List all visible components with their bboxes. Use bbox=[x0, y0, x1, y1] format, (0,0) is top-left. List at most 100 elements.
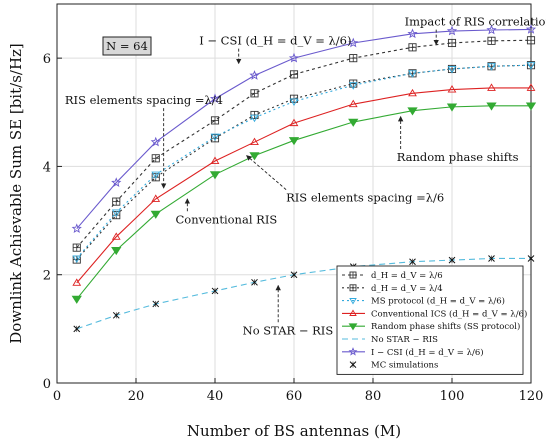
series-2 bbox=[72, 62, 536, 263]
series-3 bbox=[72, 83, 536, 286]
data-point bbox=[209, 171, 221, 180]
legend-label: MS protocol (d_H = d_V = λ/6) bbox=[371, 296, 505, 307]
data-point bbox=[525, 24, 537, 34]
data-point bbox=[111, 209, 121, 217]
data-point bbox=[407, 28, 418, 39]
legend-item-0: d_H = d_V = λ/6 bbox=[342, 271, 443, 281]
series-4 bbox=[71, 102, 537, 304]
data-point bbox=[526, 62, 536, 70]
tick-labels: 0 20 40 60 80 100 120 0 2 4 6 bbox=[43, 52, 544, 404]
data-point bbox=[348, 37, 359, 48]
series-6 bbox=[71, 24, 537, 234]
data-point bbox=[348, 82, 358, 90]
legend-item-1: d_H = d_V = λ/4 bbox=[342, 284, 443, 294]
legend-item-6: I − CSI (d_H = d_V = λ/6) bbox=[342, 347, 484, 358]
legend-box bbox=[336, 265, 524, 375]
annotation-0: I − CSI (d_H = d_V = λ/6) bbox=[199, 34, 351, 48]
data-point bbox=[526, 83, 536, 91]
x-axis-label: Number of BS antennas (M) bbox=[187, 422, 401, 440]
annotation-5: Conventional RIS bbox=[176, 212, 278, 226]
data-point bbox=[349, 298, 357, 305]
data-point bbox=[408, 88, 417, 97]
series-line bbox=[76, 64, 532, 260]
legend-item-7: MC simulations bbox=[349, 361, 438, 371]
plot-frame bbox=[56, 3, 532, 384]
series-layer bbox=[71, 24, 537, 333]
data-point bbox=[249, 70, 260, 80]
data-point bbox=[111, 247, 122, 256]
annotation-arrow bbox=[246, 155, 287, 190]
data-point bbox=[150, 136, 161, 147]
annotation-layer: I − CSI (d_H = d_V = λ/6) Impact of RIS c… bbox=[65, 15, 546, 338]
series-line bbox=[76, 28, 532, 230]
data-point bbox=[111, 232, 121, 240]
data-point bbox=[250, 114, 259, 123]
legend-item-4: Random phase shifts (SS protocol) bbox=[342, 321, 520, 332]
data-point bbox=[209, 93, 221, 104]
series-line bbox=[76, 39, 532, 248]
annotation-1: Impact of RIS correlation bbox=[405, 15, 546, 29]
data-point bbox=[446, 25, 458, 36]
data-point bbox=[446, 103, 458, 112]
data-point bbox=[486, 102, 497, 111]
data-point bbox=[487, 83, 496, 91]
data-point bbox=[486, 24, 497, 35]
legend-label: d_H = d_V = λ/6 bbox=[371, 271, 443, 281]
legend-item-3: Conventional ICS (d_H = d_V = λ/6) bbox=[342, 308, 527, 319]
data-point bbox=[210, 133, 220, 142]
data-point bbox=[72, 278, 82, 286]
data-point bbox=[348, 99, 358, 108]
legend: d_H = d_V = λ/6 d_H = d_V = λ/4 MS protoco… bbox=[336, 265, 527, 375]
data-point bbox=[349, 309, 357, 316]
series-0 bbox=[72, 36, 536, 252]
y-tick-label: 2 bbox=[43, 269, 51, 284]
data-point bbox=[447, 66, 457, 74]
x-tick-label: 20 bbox=[128, 389, 145, 404]
annotation-6: No STAR − RIS bbox=[243, 323, 334, 337]
legend-label: I − CSI (d_H = d_V = λ/6) bbox=[371, 347, 484, 358]
y-tick-label: 6 bbox=[43, 52, 51, 67]
data-point bbox=[250, 137, 259, 146]
data-point bbox=[71, 223, 82, 234]
y-tick-label: 0 bbox=[43, 377, 51, 392]
data-point bbox=[210, 156, 220, 164]
legend-item-5: No STAR − RIS bbox=[342, 335, 438, 345]
legend-label: MC simulations bbox=[371, 361, 438, 371]
data-point bbox=[72, 255, 82, 263]
x-tick-label: 100 bbox=[440, 389, 465, 404]
legend-label: d_H = d_V = λ/4 bbox=[371, 284, 443, 294]
x-tick-label: 60 bbox=[286, 389, 303, 404]
legend-label: No STAR − RIS bbox=[371, 335, 438, 345]
legend-label: Conventional ICS (d_H = d_V = λ/6) bbox=[371, 308, 527, 319]
x-tick-label: 0 bbox=[53, 389, 61, 404]
x-tick-label: 120 bbox=[519, 389, 544, 404]
y-axis-label: Downlink Achievable Sum SE [bit/s/Hz] bbox=[7, 43, 25, 344]
data-point bbox=[407, 107, 418, 116]
data-point bbox=[447, 85, 457, 93]
data-point bbox=[408, 70, 417, 78]
data-point bbox=[151, 171, 161, 180]
annotation-4: RIS elements spacing =λ/6 bbox=[286, 191, 444, 205]
x-tick-label: 80 bbox=[365, 389, 382, 404]
data-point bbox=[487, 63, 496, 71]
parameter-label: N = 64 bbox=[106, 39, 148, 53]
data-point bbox=[150, 210, 161, 219]
data-point bbox=[71, 295, 82, 304]
data-point bbox=[288, 137, 300, 146]
data-point bbox=[288, 52, 300, 63]
data-point bbox=[525, 102, 537, 111]
data-point bbox=[348, 118, 359, 127]
data-point bbox=[348, 347, 358, 356]
data-point bbox=[289, 98, 299, 106]
series-line bbox=[76, 87, 531, 284]
x-tick-label: 40 bbox=[207, 389, 224, 404]
legend-item-2: MS protocol (d_H = d_V = λ/6) bbox=[342, 296, 505, 307]
annotation-2: RIS elements spacing =λ/4 bbox=[65, 93, 223, 107]
parameter-box: N = 64 bbox=[102, 36, 152, 56]
data-point bbox=[111, 177, 122, 188]
data-point bbox=[249, 152, 260, 161]
data-point bbox=[348, 323, 358, 331]
annotation-3: Random phase shifts bbox=[397, 150, 519, 164]
legend-label: Random phase shifts (SS protocol) bbox=[371, 321, 520, 332]
